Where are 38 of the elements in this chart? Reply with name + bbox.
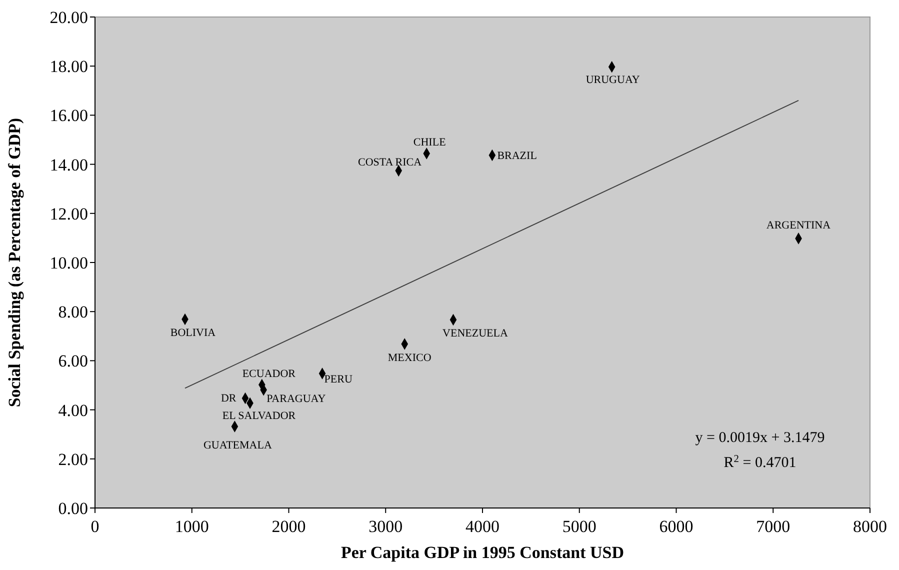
y-tick-label: 8.00	[58, 302, 88, 322]
data-label: COSTA RICA	[358, 156, 422, 169]
data-label: GUATEMALA	[203, 439, 272, 452]
y-tick-label: 2.00	[58, 450, 88, 469]
y-tick-label: 16.00	[50, 106, 88, 126]
data-label: MEXICO	[388, 352, 432, 364]
data-label: VENEZUELA	[442, 328, 508, 340]
data-label: BOLIVIA	[170, 327, 216, 340]
x-tick-label: 0	[90, 517, 100, 536]
x-tick-label: 6000	[659, 517, 694, 536]
data-label: BRAZIL	[497, 150, 538, 162]
y-tick-label: 20.00	[50, 8, 88, 27]
x-tick-label: 1000	[174, 517, 209, 536]
x-tick-label: 4000	[466, 517, 500, 536]
y-tick-label: 10.00	[50, 254, 88, 272]
x-tick-label: 7000	[756, 517, 790, 536]
x-tick-label: 5000	[562, 517, 596, 536]
annotation: y = 0.0019x + 3.1479	[695, 430, 825, 446]
y-tick-label: 4.00	[58, 400, 88, 420]
data-label: ECUADOR	[242, 368, 296, 380]
data-label: PERU	[324, 373, 352, 386]
data-label: EL SALVADOR	[222, 410, 296, 422]
x-axis-title: Per Capita GDP in 1995 Constant USD	[340, 543, 624, 562]
annotation: R$^{2}$ = 0.4701	[724, 454, 796, 471]
data-label: DR	[220, 392, 237, 404]
y-tick-label: 6.00	[58, 352, 88, 371]
data-label: PARAGUAY	[266, 392, 326, 405]
data-label: URUGUAY	[586, 74, 640, 86]
y-tick-label: 0.00	[58, 499, 88, 518]
x-tick-label: 2000	[272, 517, 306, 536]
x-tick-label: 8000	[853, 517, 887, 536]
data-label: CHILE	[413, 136, 446, 148]
y-axis-title: Social Spending (as Percentage of GDP)	[5, 118, 24, 408]
y-tick-label: 12.00	[50, 204, 88, 224]
data-label: ARGENTINA	[766, 219, 831, 232]
x-tick-label: 3000	[368, 517, 403, 536]
y-tick-label: 18.00	[50, 57, 88, 76]
y-tick-label: 14.00	[50, 155, 88, 174]
